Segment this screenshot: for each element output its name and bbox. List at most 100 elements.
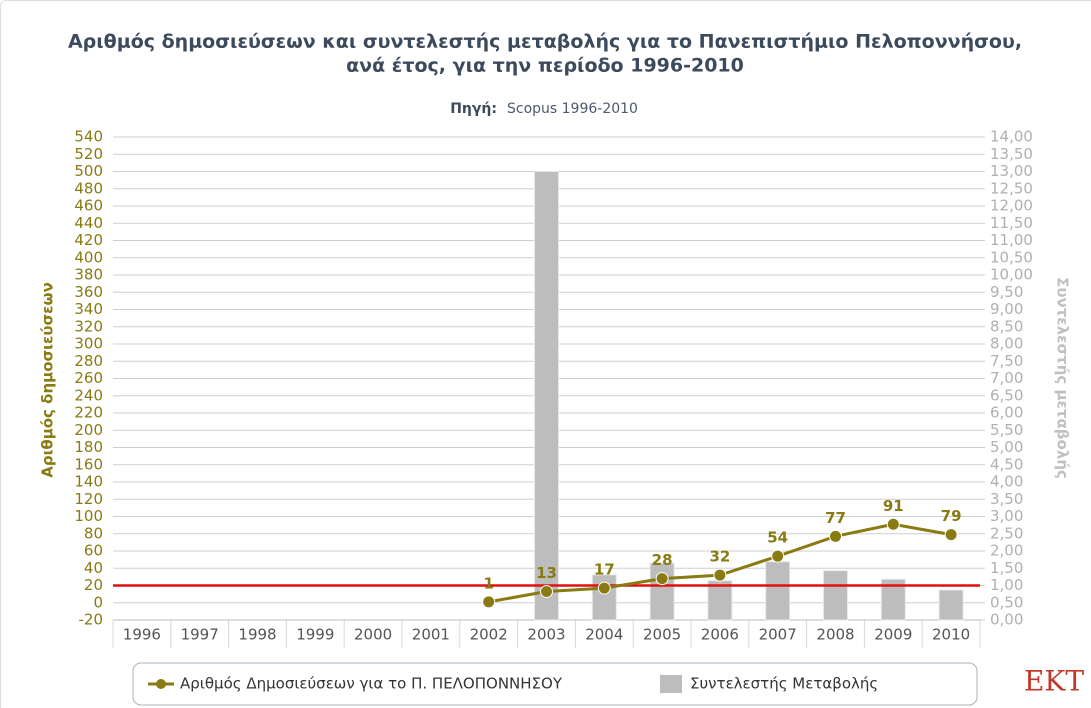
x-tick-label: 2010 (932, 626, 970, 644)
y2-tick-label: 3,00 (990, 507, 1023, 525)
y2-tick-label: 6,50 (990, 386, 1023, 404)
bar (707, 580, 733, 621)
line-marker (713, 568, 727, 582)
x-tick-label: 2006 (701, 626, 739, 644)
x-tick-label: 1997 (181, 626, 219, 644)
line-marker (886, 517, 900, 531)
y2-tick-label: 6,00 (990, 404, 1023, 422)
data-label: 32 (709, 548, 730, 566)
y-tick-label: 380 (74, 266, 103, 284)
y2-tick-label: 4,50 (990, 455, 1023, 473)
data-label: 1 (483, 574, 493, 592)
line-marker (540, 585, 553, 599)
line-marker (771, 549, 785, 563)
y2-tick-label: 2,50 (990, 524, 1023, 542)
y-tick-label: 480 (74, 179, 103, 197)
y-tick-label: 500 (74, 162, 103, 180)
y-tick-label: 140 (74, 473, 103, 491)
y-tick-label: 520 (74, 145, 103, 163)
y-tick-label: 420 (74, 231, 103, 249)
line-marker (597, 581, 611, 595)
y-tick-label: 60 (84, 542, 103, 560)
line-marker (655, 572, 669, 586)
data-label: 91 (883, 497, 904, 515)
x-tick-label: 2007 (759, 626, 797, 644)
y2-tick-label: 11,00 (990, 231, 1033, 249)
x-tick-label: 2004 (585, 626, 623, 644)
y-tick-label: 540 (74, 128, 103, 146)
bar (649, 562, 675, 621)
y2-tick-label: 4,00 (990, 473, 1023, 491)
y-tick-label: 80 (84, 524, 103, 542)
x-tick-label: 1998 (238, 626, 276, 644)
legend-label: Αριθμός Δημοσιεύσεων για το Π. ΠΕΛΟΠΟΝΝΗ… (180, 675, 563, 693)
x-tick-label: 2008 (816, 626, 854, 644)
data-label: 13 (536, 564, 557, 582)
y-tick-label: 220 (74, 404, 103, 422)
y2-tick-label: 10,00 (990, 266, 1033, 284)
y-axis-label: Αριθμός δημοσιεύσεων (39, 282, 57, 478)
y2-tick-label: 9,00 (990, 300, 1023, 318)
y2-tick-label: 12,00 (990, 197, 1033, 215)
y2-axis-label: Συντελεστής μεταβολής (1054, 277, 1072, 479)
x-tick-label: 2002 (470, 626, 508, 644)
y-tick-label: 460 (74, 197, 103, 215)
y-tick-label: 0 (93, 593, 103, 611)
y-tick-label: 340 (74, 300, 103, 318)
bar (765, 561, 791, 621)
y-tick-label: 300 (74, 335, 103, 353)
y-tick-label: 400 (74, 248, 103, 266)
y-tick-label: 180 (74, 438, 103, 456)
legend-label: Συντελεστής Μεταβολής (690, 675, 878, 693)
bar (823, 570, 848, 621)
chart-title: ανά έτος, για την περίοδο 1996-2010 (346, 55, 744, 77)
y2-tick-label: 8,50 (990, 317, 1023, 335)
y-tick-label: 120 (74, 490, 103, 508)
y2-tick-label: 3,50 (990, 490, 1023, 508)
data-label: 17 (594, 561, 615, 579)
source: Scopus 1996-2010 (507, 101, 638, 117)
y-tick-label: 240 (74, 386, 103, 404)
logo: EKT (1024, 665, 1084, 698)
bar (591, 574, 617, 621)
y-tick-label: 260 (74, 369, 103, 387)
y2-tick-label: 1,00 (990, 576, 1023, 594)
y-tick-label: 40 (84, 559, 103, 577)
y2-tick-label: 0,50 (990, 593, 1023, 611)
chart-title: Αριθμός δημοσιεύσεων και συντελεστής μετ… (68, 31, 1022, 53)
bar (938, 589, 964, 621)
x-tick-label: 2000 (354, 626, 392, 644)
y-tick-label: 440 (74, 214, 103, 232)
y2-tick-label: 7,00 (990, 369, 1023, 387)
y2-tick-label: 11,50 (990, 214, 1033, 232)
x-tick-label: 2003 (527, 626, 565, 644)
legend-box (132, 662, 978, 706)
y2-tick-label: 13,00 (990, 162, 1033, 180)
logo-box (1032, 657, 1076, 703)
y2-tick-label: 10,50 (990, 248, 1033, 266)
data-label: 54 (767, 529, 788, 547)
x-tick-label: 1996 (123, 626, 161, 644)
y-tick-label: 100 (74, 507, 103, 525)
y2-tick-label: 7,50 (990, 352, 1023, 370)
source-label: Πηγή: (450, 101, 497, 117)
y2-tick-label: 12,50 (990, 179, 1033, 197)
line-marker (944, 528, 958, 542)
x-tick-label: 2009 (874, 626, 912, 644)
data-label: 28 (652, 551, 673, 569)
x-tick-label: 2005 (643, 626, 681, 644)
y2-tick-label: 8,00 (990, 335, 1023, 353)
y-tick-label: 20 (84, 576, 103, 594)
y-tick-label: 360 (74, 283, 103, 301)
y-tick-label: -20 (79, 611, 104, 629)
legend-swatch (660, 675, 682, 693)
y2-tick-label: 2,00 (990, 542, 1023, 560)
x-tick-label: 1999 (296, 626, 334, 644)
data-label: 79 (941, 507, 962, 525)
y-tick-label: 160 (74, 455, 103, 473)
line-marker (829, 529, 842, 543)
y2-tick-label: 14,00 (990, 128, 1033, 146)
legend-marker (156, 679, 166, 689)
line-marker (482, 595, 496, 609)
y2-tick-label: 9,50 (990, 283, 1023, 301)
